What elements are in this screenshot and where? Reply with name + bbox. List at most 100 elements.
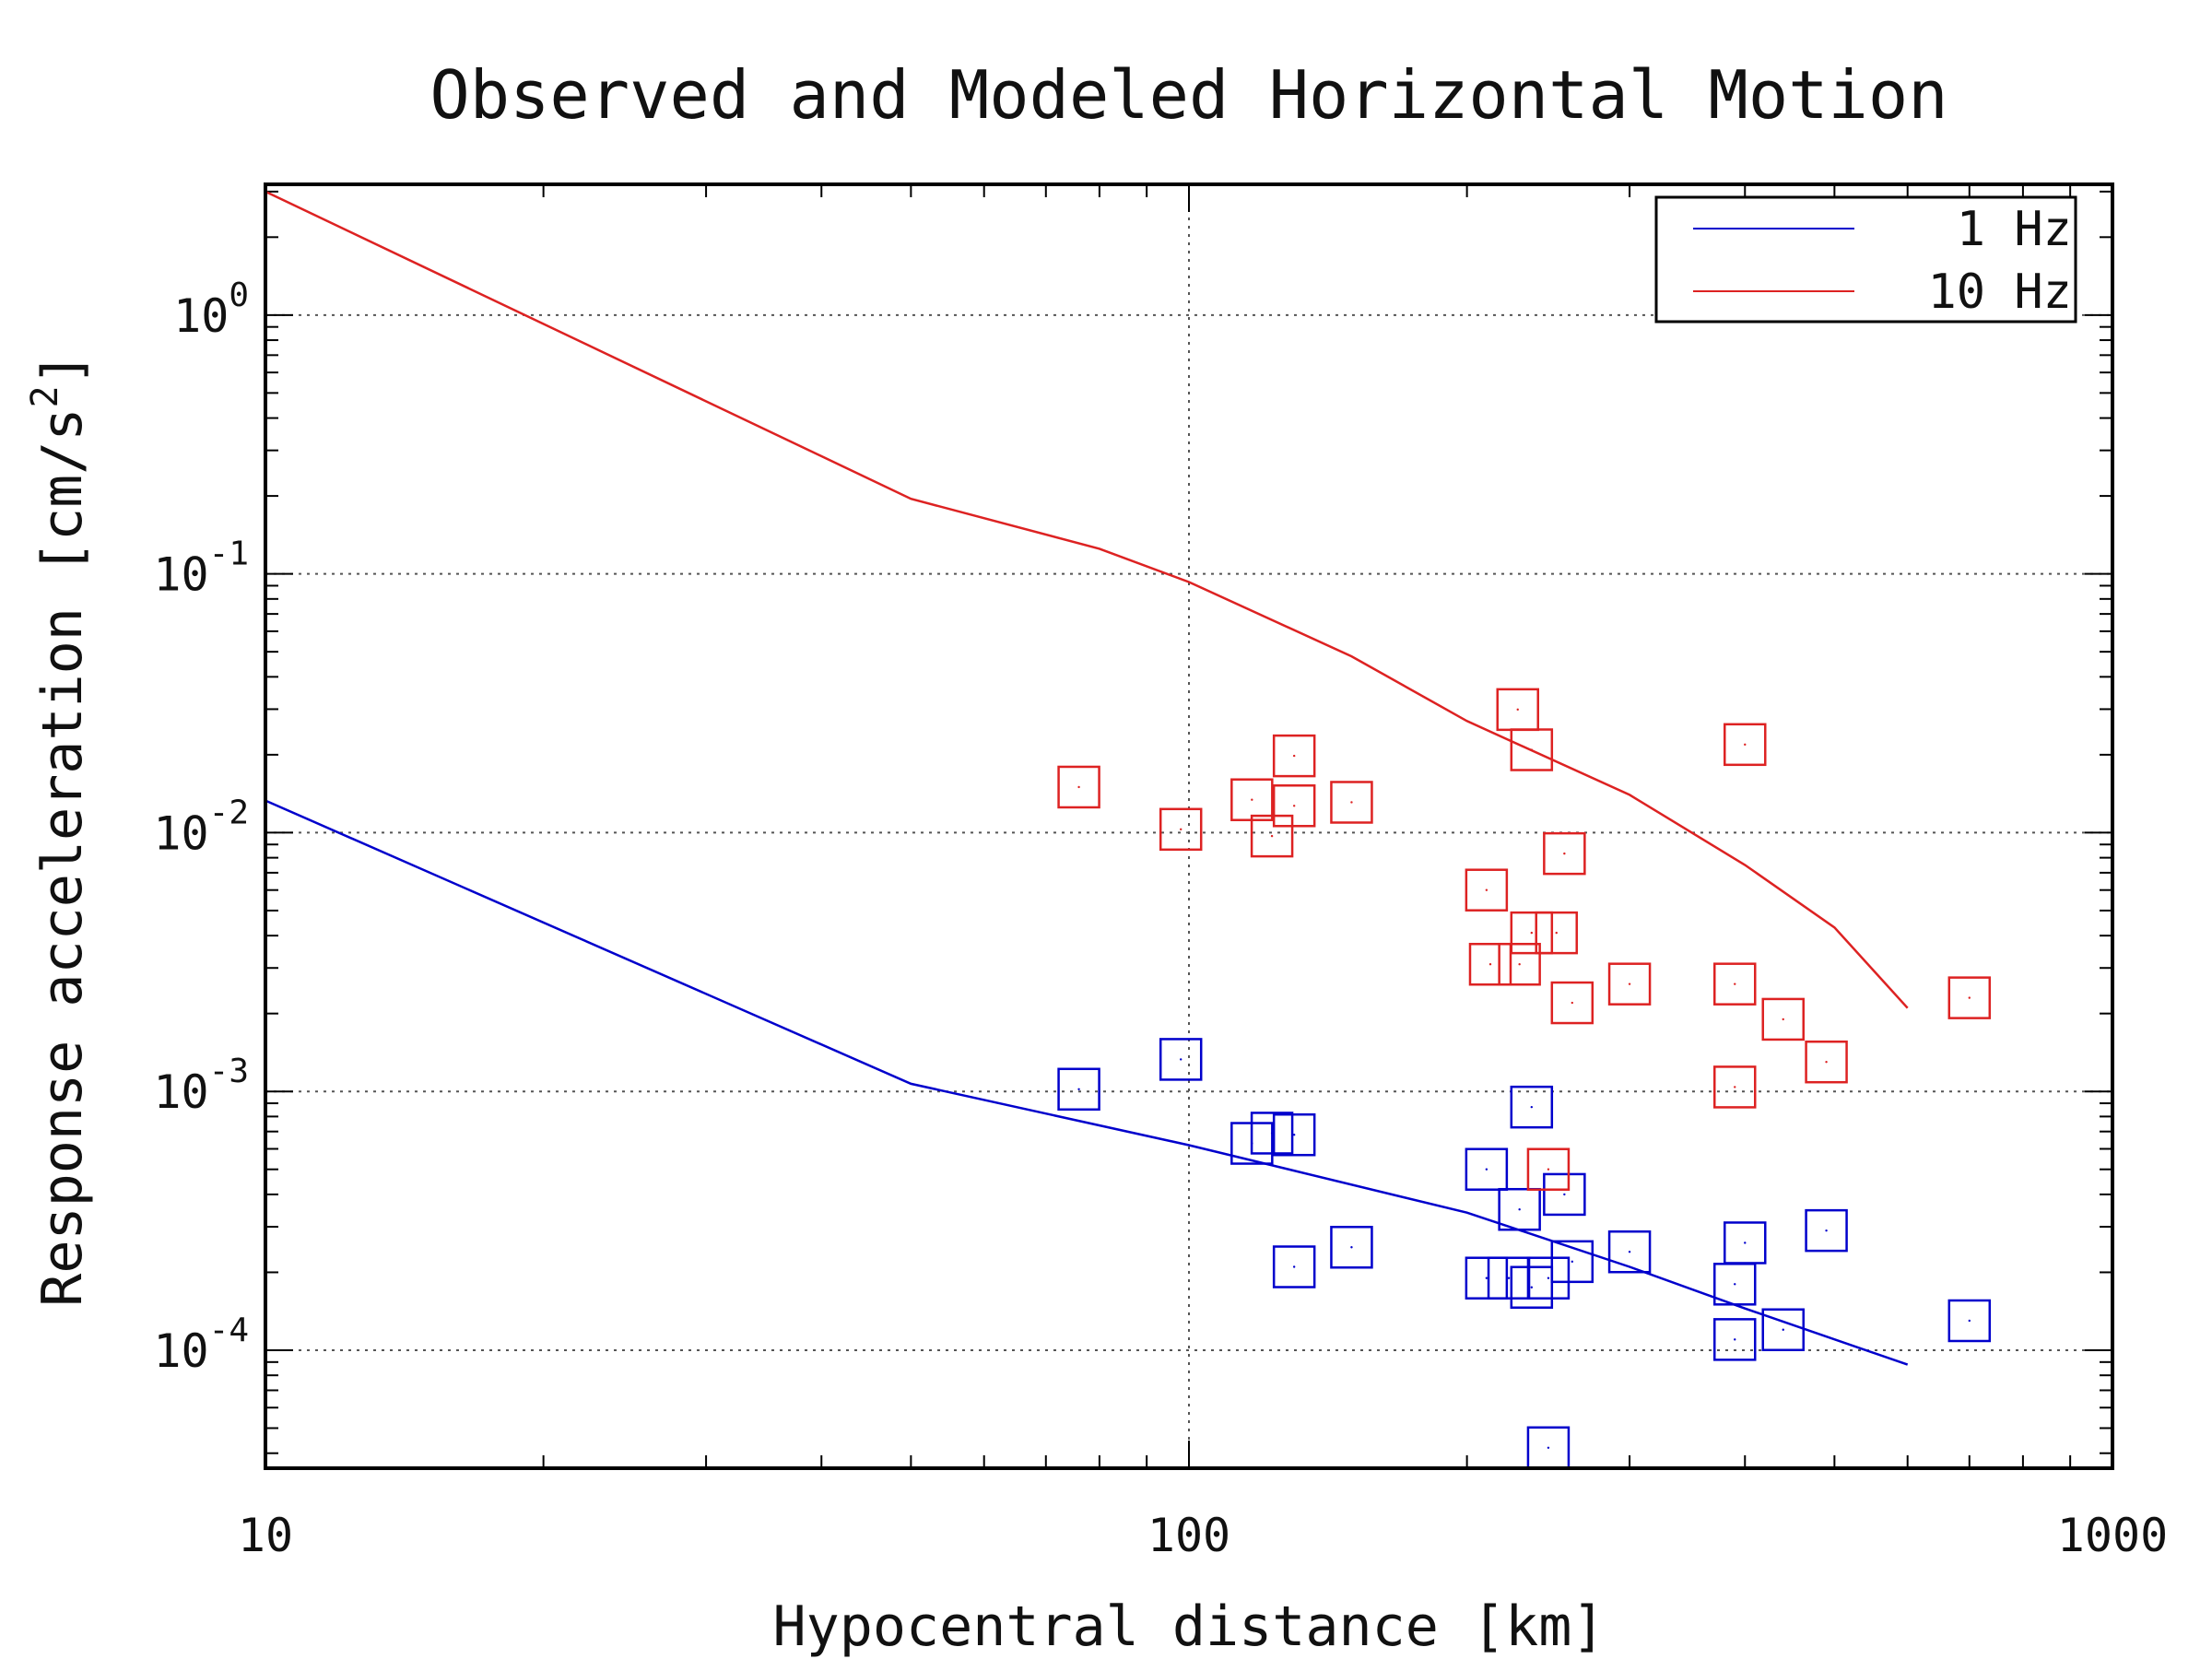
observed-point-10hz xyxy=(1272,734,1316,778)
observed-point-center-1hz xyxy=(1825,1229,1828,1232)
axis-ticks xyxy=(265,184,2113,1468)
observed-point-1hz xyxy=(1057,1067,1100,1112)
y-tick-base: 10 xyxy=(173,289,229,343)
observed-point-center-1hz xyxy=(1734,1283,1736,1286)
observed-point-10hz xyxy=(1724,723,1767,767)
x-tick-label: 1000 xyxy=(2057,1509,2168,1562)
observed-point-1hz xyxy=(1526,1256,1571,1300)
observed-point-center-10hz xyxy=(1270,834,1274,838)
observed-point-center-1hz xyxy=(1571,1260,1574,1264)
observed-point-1hz xyxy=(1805,1208,1848,1253)
grid xyxy=(265,184,2112,1468)
observed-point-10hz xyxy=(1761,997,1805,1041)
y-axis-label: Response acceleration [cm/s2] xyxy=(24,352,95,1307)
observed-point-1hz xyxy=(1510,1265,1554,1309)
observed-point-center-1hz xyxy=(1292,1134,1296,1136)
observed-point-1hz xyxy=(1465,1256,1509,1300)
observed-point-1hz xyxy=(1712,1318,1757,1361)
plot-frame xyxy=(264,182,2114,1470)
observed-point-1hz xyxy=(1250,1112,1294,1155)
x-tick-label: 100 xyxy=(1147,1509,1230,1562)
observed-point-center-10hz xyxy=(1350,801,1353,804)
y-axis-label-sup: 2 xyxy=(24,385,66,407)
observed-point-center-1hz xyxy=(1077,1088,1080,1090)
y-tick-base: 10 xyxy=(153,1324,208,1378)
observed-point-center-10hz xyxy=(1518,963,1521,966)
observed-point-10hz xyxy=(1498,942,1541,986)
observed-point-1hz xyxy=(1510,1085,1554,1129)
observed-point-10hz xyxy=(1543,831,1586,876)
y-axis-label-close: ] xyxy=(30,352,95,385)
x-axis-label: Hypocentral distance [km] xyxy=(772,1594,1605,1659)
legend-label-10hz: 10 Hz xyxy=(1927,265,2072,320)
observed-point-center-1hz xyxy=(1547,1446,1550,1449)
observed-point-center-1hz xyxy=(1563,1193,1566,1196)
y-tick-base: 10 xyxy=(153,548,208,602)
observed-point-center-10hz xyxy=(1292,754,1296,758)
x-tick-label: 10 xyxy=(238,1509,293,1562)
observed-point-center-10hz xyxy=(1077,785,1080,789)
observed-point-center-1hz xyxy=(1350,1246,1353,1249)
observed-point-center-10hz xyxy=(1547,1168,1550,1171)
model-line-10hz xyxy=(265,190,1909,1009)
observed-point-center-10hz xyxy=(1968,996,1971,999)
observed-point-center-1hz xyxy=(1628,1251,1631,1253)
observed-point-10hz xyxy=(1607,962,1652,1006)
observed-point-center-10hz xyxy=(1782,1018,1784,1021)
observed-point-center-1hz xyxy=(1744,1241,1747,1244)
observed-point-center-10hz xyxy=(1571,1001,1574,1005)
observed-point-center-1hz xyxy=(1518,1208,1521,1211)
y-tick-exponent: -1 xyxy=(209,535,249,573)
observed-point-center-1hz xyxy=(1782,1328,1784,1331)
observed-point-10hz xyxy=(1712,1065,1757,1109)
observed-point-1hz xyxy=(1543,1172,1586,1217)
observed-point-10hz xyxy=(1159,807,1203,852)
observed-point-10hz xyxy=(1712,962,1757,1006)
observed-point-center-1hz xyxy=(1547,1277,1550,1279)
observed-point-center-1hz xyxy=(1530,1286,1534,1288)
observed-point-center-10hz xyxy=(1734,982,1736,985)
observed-point-10hz xyxy=(1250,814,1294,858)
observed-point-10hz xyxy=(1510,911,1554,955)
legend: 1 Hz 10 Hz xyxy=(1654,195,2077,324)
observed-point-center-10hz xyxy=(1251,798,1253,801)
y-tick-exponent: -2 xyxy=(209,794,249,831)
observed-point-1hz xyxy=(1607,1230,1652,1274)
observed-point-10hz xyxy=(1465,868,1509,912)
observed-point-10hz xyxy=(1272,784,1316,828)
observed-point-1hz xyxy=(1159,1038,1203,1081)
y-tick-label: 10-3 xyxy=(153,1053,249,1119)
observed-point-center-10hz xyxy=(1180,828,1182,831)
observed-point-center-10hz xyxy=(1485,888,1488,891)
observed-point-center-1hz xyxy=(1734,1338,1736,1341)
observed-point-center-10hz xyxy=(1628,982,1631,985)
y-axis-label-main: Response acceleration [cm/s xyxy=(30,407,95,1306)
chart-title: Observed and Modeled Horizontal Motion xyxy=(429,56,1947,134)
observed-point-1hz xyxy=(1465,1147,1509,1191)
legend-box xyxy=(1654,195,2077,324)
observed-point-center-1hz xyxy=(1180,1058,1182,1061)
observed-point-center-10hz xyxy=(1488,963,1492,966)
observed-point-10hz xyxy=(1468,942,1512,986)
y-tick-label: 100 xyxy=(173,276,249,343)
plot-area xyxy=(265,190,1992,1470)
y-tick-base: 10 xyxy=(153,806,208,860)
observed-point-center-1hz xyxy=(1968,1319,1971,1323)
observed-point-1hz xyxy=(1272,1112,1316,1157)
observed-point-1hz xyxy=(1330,1225,1373,1269)
observed-point-1hz xyxy=(1498,1187,1541,1231)
legend-label-1hz: 1 Hz xyxy=(1957,202,2072,257)
observed-point-10hz xyxy=(1947,976,1992,1019)
observed-point-10hz xyxy=(1330,781,1373,824)
observed-point-center-10hz xyxy=(1744,743,1747,747)
observed-point-1hz xyxy=(1272,1245,1316,1288)
observed-point-center-1hz xyxy=(1507,1277,1511,1279)
observed-point-10hz xyxy=(1526,1147,1571,1191)
y-tick-exponent: -3 xyxy=(209,1053,249,1090)
observed-point-1hz xyxy=(1947,1299,1992,1343)
observed-point-center-10hz xyxy=(1555,931,1558,935)
observed-point-center-10hz xyxy=(1530,931,1534,935)
observed-point-center-10hz xyxy=(1734,1086,1736,1088)
